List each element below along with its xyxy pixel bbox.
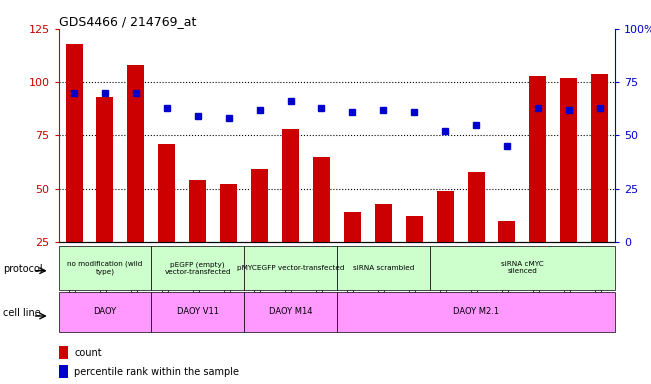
Bar: [244, 246, 337, 290]
Bar: [151, 292, 244, 332]
Bar: [529, 76, 546, 295]
Bar: [96, 97, 113, 295]
Bar: [437, 191, 454, 295]
Bar: [189, 180, 206, 295]
Bar: [151, 246, 244, 290]
Text: cell line: cell line: [3, 308, 41, 318]
Text: count: count: [74, 348, 102, 358]
Text: pEGFP (empty)
vector-transfected: pEGFP (empty) vector-transfected: [165, 261, 231, 275]
Bar: [59, 246, 151, 290]
Bar: [337, 292, 615, 332]
Bar: [282, 129, 299, 295]
Bar: [59, 365, 68, 378]
Bar: [158, 144, 175, 295]
Text: siRNA scrambled: siRNA scrambled: [353, 265, 414, 271]
Bar: [344, 212, 361, 295]
Text: DAOY M2.1: DAOY M2.1: [453, 308, 499, 316]
Bar: [561, 78, 577, 295]
Bar: [406, 216, 422, 295]
Text: percentile rank within the sample: percentile rank within the sample: [74, 367, 239, 377]
Bar: [591, 74, 608, 295]
Text: DAOY V11: DAOY V11: [176, 308, 219, 316]
Bar: [244, 292, 337, 332]
Text: GDS4466 / 214769_at: GDS4466 / 214769_at: [59, 15, 196, 28]
Bar: [220, 184, 237, 295]
Text: protocol: protocol: [3, 264, 43, 274]
Bar: [430, 246, 615, 290]
Text: pMYCEGFP vector-transfected: pMYCEGFP vector-transfected: [237, 265, 344, 271]
Bar: [467, 172, 484, 295]
Bar: [128, 65, 145, 295]
Text: DAOY M14: DAOY M14: [269, 308, 312, 316]
Bar: [375, 204, 392, 295]
Bar: [251, 169, 268, 295]
Bar: [66, 44, 83, 295]
Bar: [59, 292, 151, 332]
Bar: [499, 220, 516, 295]
Text: siRNA cMYC
silenced: siRNA cMYC silenced: [501, 262, 544, 274]
Bar: [313, 157, 330, 295]
Text: no modification (wild
type): no modification (wild type): [67, 261, 143, 275]
Bar: [59, 346, 68, 359]
Text: DAOY: DAOY: [93, 308, 117, 316]
Bar: [337, 246, 430, 290]
